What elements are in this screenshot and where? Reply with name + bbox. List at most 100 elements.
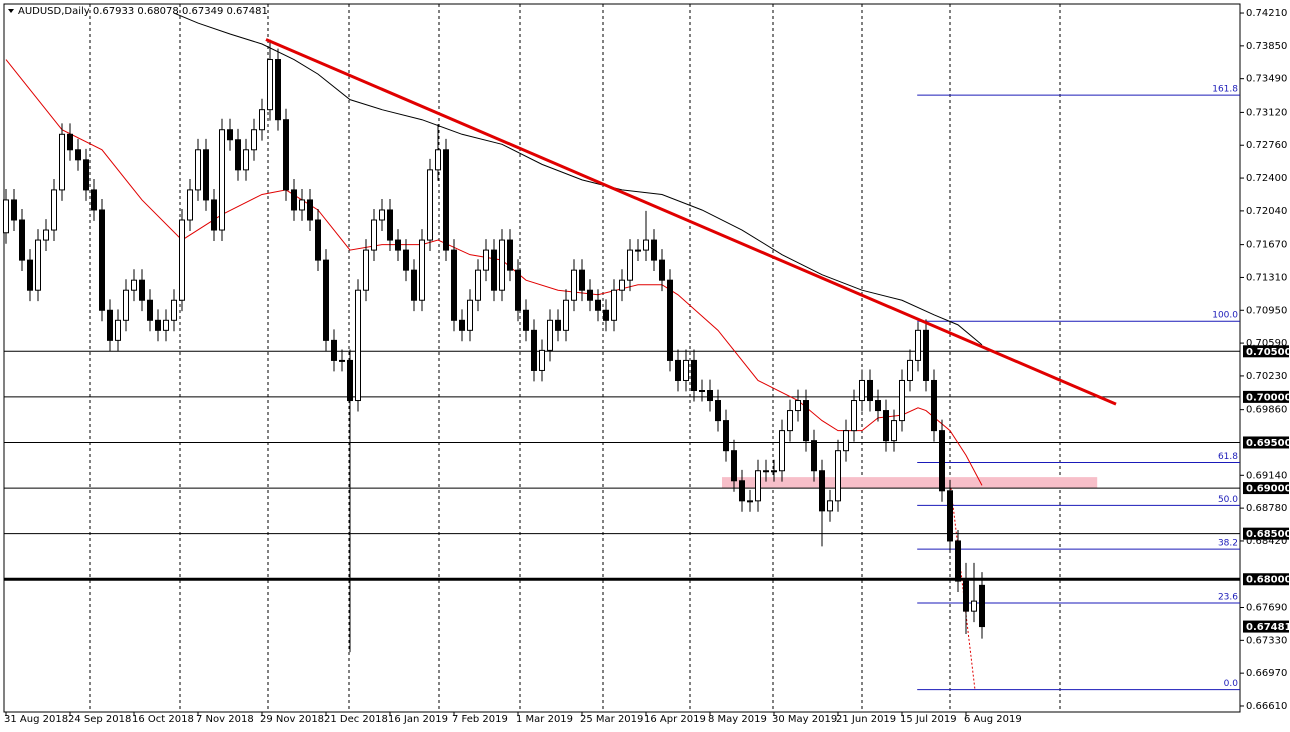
candle-body (475, 269, 481, 301)
candle-body (99, 209, 105, 311)
candle-body (491, 249, 497, 291)
x-tick-label: 7 Feb 2019 (452, 714, 508, 725)
candle-body (499, 239, 505, 291)
level-label: 0.68500 (1246, 529, 1290, 540)
candle-body (579, 269, 585, 291)
y-tick-label: 0.73490 (1246, 74, 1287, 85)
candle-body (163, 319, 169, 331)
candle-body (587, 289, 593, 301)
candle-body (3, 199, 9, 234)
level-label: 0.69500 (1246, 438, 1290, 449)
candle-body (83, 159, 89, 191)
x-tick-label: 29 Nov 2018 (260, 714, 324, 725)
candle-body (267, 59, 273, 111)
last-price-label: 0.67481 (1246, 622, 1290, 633)
x-tick-label: 16 Jan 2019 (388, 714, 448, 725)
last-price-box (1243, 620, 1289, 633)
fib-label: 38.2 (1218, 539, 1238, 549)
candle-body (43, 229, 49, 241)
candle-body (419, 239, 425, 301)
candle-body (291, 189, 297, 211)
y-tick-label: 0.71310 (1246, 272, 1287, 283)
candle-body (883, 410, 889, 442)
candle-body (123, 289, 129, 321)
candle-body (379, 209, 385, 221)
candle-body (483, 249, 489, 271)
candle-body (915, 329, 921, 361)
y-tick-label: 0.73850 (1246, 41, 1287, 52)
candle-body (899, 379, 905, 422)
candle-body (523, 309, 529, 331)
fib-label: 61.8 (1218, 452, 1238, 462)
candle-body (699, 390, 705, 393)
y-tick-label: 0.66970 (1246, 668, 1287, 679)
candle-body (691, 359, 697, 392)
candle-body (467, 299, 473, 331)
candle-body (387, 209, 393, 241)
candle-body (187, 189, 193, 221)
candle-body (75, 149, 81, 161)
candle-body (835, 450, 841, 502)
fib-label: 100.0 (1212, 311, 1238, 321)
candle-body (67, 133, 73, 151)
candle-body (315, 219, 321, 261)
level-box (1243, 436, 1289, 449)
candle-body (539, 349, 545, 371)
candle-body (547, 319, 553, 351)
y-tick-label: 0.67690 (1246, 603, 1287, 614)
candle-body (635, 249, 641, 252)
candle-body (747, 500, 753, 503)
x-tick-label: 21 Jun 2019 (836, 714, 896, 725)
candle-body (179, 219, 185, 301)
candle-body (35, 239, 41, 291)
candle-body (91, 189, 97, 211)
candle-body (939, 430, 945, 492)
x-tick-label: 31 Aug 2018 (4, 714, 68, 725)
candle-body (819, 470, 825, 512)
candle-body (275, 59, 281, 121)
key-level-box (1243, 573, 1289, 586)
y-tick-label: 0.71670 (1246, 240, 1287, 251)
candle-body (971, 600, 977, 612)
level-label: 0.70500 (1246, 347, 1290, 358)
x-tick-label: 6 Aug 2019 (964, 714, 1022, 725)
x-tick-label: 16 Apr 2019 (644, 714, 706, 725)
candle-body (651, 239, 657, 261)
candle-body (251, 129, 257, 151)
level-label: 0.70000 (1246, 392, 1290, 403)
candle-body (603, 309, 609, 321)
candle-body (675, 359, 681, 381)
candle-body (667, 279, 673, 361)
key-level-label: 0.68000 (1246, 575, 1290, 586)
candle-body (19, 219, 25, 261)
candle-body (395, 239, 401, 251)
menu-arrow[interactable] (8, 9, 14, 13)
level-box (1243, 345, 1289, 358)
candle-body (515, 269, 521, 311)
candle-body (27, 259, 33, 291)
y-tick-label: 0.69140 (1246, 470, 1287, 481)
candle-body (867, 379, 873, 402)
candle-body (627, 249, 633, 281)
level-box (1243, 482, 1289, 495)
y-tick-label: 0.66610 (1246, 701, 1287, 712)
candle-body (891, 420, 897, 442)
trendline (265, 38, 1117, 406)
candle-body (51, 189, 57, 231)
y-tick-label: 0.67330 (1246, 635, 1287, 646)
y-tick-label: 0.68780 (1246, 503, 1287, 514)
candle-body (451, 249, 457, 321)
candle-body (779, 430, 785, 472)
candle-body (171, 299, 177, 321)
candle-body (563, 299, 569, 331)
candle-body (907, 359, 913, 381)
candle-body (115, 319, 121, 341)
candle-body (859, 379, 865, 402)
moving-average (5, 59, 983, 486)
fib-label: 50.0 (1218, 495, 1238, 505)
candle-body (427, 169, 433, 241)
candle-body (979, 584, 985, 628)
candle-body (947, 490, 953, 542)
candle-body (131, 279, 137, 291)
